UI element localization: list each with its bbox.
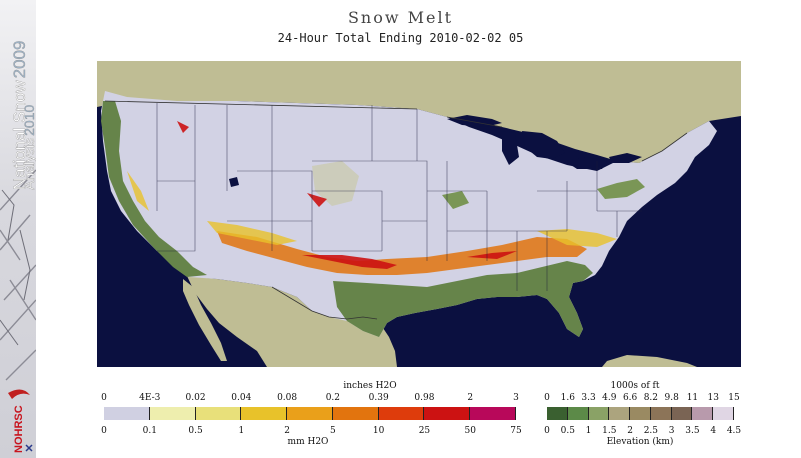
elevation-swatch [713, 407, 734, 420]
mexico-land [187, 276, 397, 367]
brand-sidebar: National Snow2009 Analysis 2010 NOHRSC [0, 0, 36, 458]
map-title: Snow Melt [347, 8, 454, 27]
elevation-unit-bottom: Elevation (km) [606, 437, 674, 447]
southeast-lowland [333, 261, 593, 337]
brand-year2: 2010 [22, 105, 36, 136]
elevation-bottom-label: 0 [544, 426, 550, 436]
melt-bottom-label: 50 [464, 426, 476, 436]
elevation-bottom-label: 0.5 [560, 426, 575, 436]
melt-bottom-label: 25 [418, 426, 431, 436]
melt-bottom-label: 10 [372, 426, 385, 436]
elevation-top-label: 3.3 [581, 393, 596, 403]
melt-swatch [104, 407, 150, 420]
elevation-bottom-label: 1.5 [602, 426, 617, 436]
melt-bottom-label: 0.1 [142, 426, 157, 436]
melt-top-label: 0.39 [368, 393, 389, 403]
snowmelt-band-yellow [127, 171, 617, 247]
melt-top-label: 0.08 [277, 393, 298, 403]
elevation-top-label: 4.9 [602, 393, 617, 403]
melt-top-label: 2 [467, 393, 474, 403]
melt-bottom-label: 1 [238, 426, 245, 436]
state-borders [156, 103, 642, 291]
melt-bottom-label: 75 [510, 426, 522, 436]
elevation-swatch [630, 407, 651, 420]
baja-land [183, 279, 227, 361]
appalachian-lowland [597, 179, 645, 199]
brand-title: National Snow2009 [10, 40, 29, 190]
cuba-land [602, 355, 697, 367]
melt-top-label: 0 [101, 393, 107, 403]
brand-prefix: National Snow [10, 80, 29, 190]
logo-text: NOHRSC [13, 405, 25, 453]
melt-top-label: 0.02 [185, 393, 206, 403]
map-subtitle: 24-Hour Total Ending 2010-02-02 05 [277, 31, 524, 45]
melt-unit-bottom: mm H2O [287, 437, 329, 447]
elevation-top-label: 8.2 [643, 393, 659, 403]
country-border [104, 100, 688, 320]
great-salt-lake [229, 177, 239, 187]
melt-top-label: 0.2 [325, 393, 341, 403]
elevation-top-label: 1.6 [560, 393, 575, 403]
svg-text:National Snow2009: National Snow2009 [10, 41, 29, 190]
melt-bottom-label: 0 [101, 426, 107, 436]
nohrsc-logo: NOHRSC [8, 389, 33, 453]
melt-swatch [241, 407, 288, 420]
elevation-swatch [609, 407, 631, 420]
elevation-bottom-label: 3.5 [685, 426, 700, 436]
elevation-swatch [567, 407, 589, 420]
great-plains-area [312, 161, 359, 206]
brand-year1: 2009 [10, 41, 29, 79]
melt-swatch [470, 407, 516, 420]
snowmelt-band-south [217, 231, 587, 275]
melt-bottom-label: 2 [284, 426, 290, 436]
west-coast-lowland [101, 101, 207, 277]
brand-line2: Analysis 2010 [22, 104, 36, 190]
elevation-top-label: 6.6 [622, 393, 638, 403]
elevation-top-label: 0 [544, 393, 550, 403]
melt-swatch [149, 407, 196, 420]
elevation-bottom-label: 4.5 [726, 426, 742, 436]
elevation-bottom-label: 3 [668, 426, 675, 436]
elevation-swatch [547, 407, 568, 420]
melt-swatch [287, 407, 333, 420]
great-lakes [447, 115, 642, 169]
elevation-unit-top: 1000s of ft [610, 381, 660, 391]
melt-bottom-label: 0.5 [188, 426, 203, 436]
elevation-bottom-label: 1 [585, 426, 592, 436]
ohio-lowland [442, 191, 469, 209]
elevation-bottom-label: 2.5 [643, 426, 659, 436]
melt-swatch [424, 407, 471, 420]
brand-analysis: Analysis [22, 138, 36, 190]
melt-swatch [332, 407, 379, 420]
elevation-swatch [650, 407, 672, 420]
melt-swatch [195, 407, 242, 420]
elevation-bottom-label: 4 [710, 426, 717, 436]
melt-bottom-label: 5 [330, 426, 336, 436]
svg-text:Analysis2010: Analysis 2010 [22, 105, 36, 190]
melt-top-label: 3 [513, 393, 519, 403]
elevation-top-label: 11 [686, 393, 699, 403]
melt-top-label: 0.04 [231, 393, 252, 403]
elevation-top-label: 9.8 [664, 393, 679, 403]
elevation-swatch [671, 407, 693, 420]
snow-texture-background [0, 0, 36, 458]
elevation-swatch [588, 407, 610, 420]
melt-top-label: 0.98 [414, 393, 435, 403]
elevation-top-label: 15 [728, 393, 740, 403]
elevation-bottom-label: 2 [627, 426, 633, 436]
elevation-swatch [692, 407, 714, 420]
elevation-top-label: 13 [707, 393, 719, 403]
melt-top-label: 4E-3 [139, 393, 161, 403]
melt-swatch [378, 407, 425, 420]
canada-land [97, 61, 741, 163]
melt-unit-top: inches H2O [343, 381, 397, 391]
snow-melt-map [97, 61, 741, 367]
